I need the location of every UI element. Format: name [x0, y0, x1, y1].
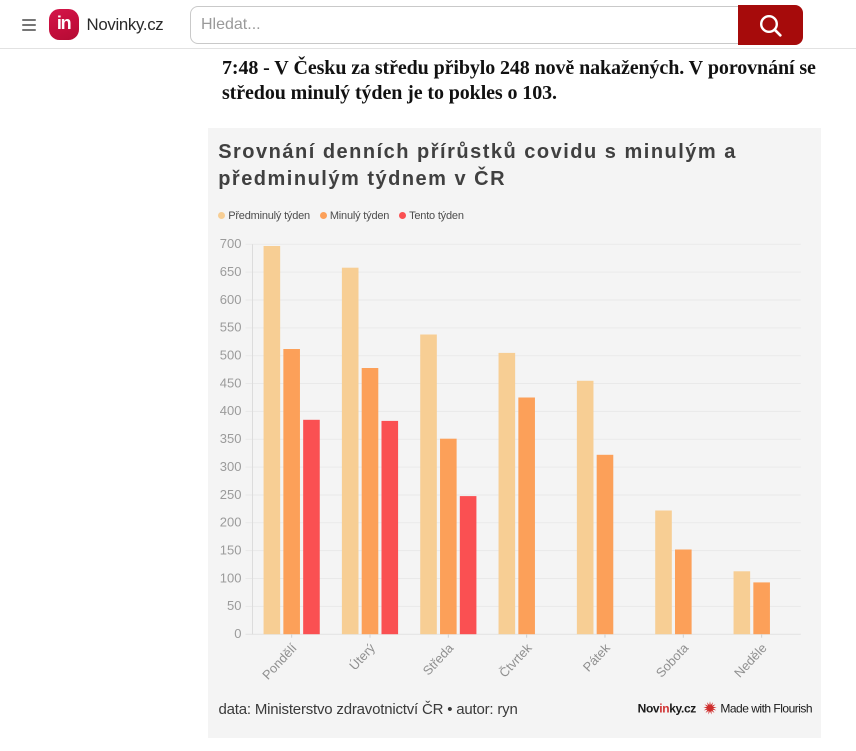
svg-text:Pondělí: Pondělí [259, 640, 300, 682]
svg-text:50: 50 [227, 598, 241, 613]
svg-text:600: 600 [220, 292, 242, 307]
svg-text:700: 700 [220, 236, 242, 251]
svg-text:0: 0 [234, 626, 241, 641]
svg-text:Středa: Středa [420, 640, 457, 678]
svg-text:500: 500 [220, 348, 242, 363]
svg-text:Pátek: Pátek [580, 640, 614, 675]
svg-text:450: 450 [220, 375, 242, 390]
svg-text:Čtvrtek: Čtvrtek [496, 640, 535, 680]
svg-text:350: 350 [220, 431, 242, 446]
svg-text:650: 650 [220, 264, 242, 279]
svg-text:150: 150 [220, 543, 242, 558]
svg-text:100: 100 [220, 570, 242, 585]
svg-text:300: 300 [220, 459, 242, 474]
svg-text:Neděle: Neděle [731, 640, 770, 680]
svg-text:550: 550 [220, 320, 242, 335]
svg-text:250: 250 [220, 487, 242, 502]
svg-text:Úterý: Úterý [346, 640, 378, 673]
svg-text:200: 200 [220, 515, 242, 530]
svg-text:Sobota: Sobota [653, 640, 692, 681]
svg-text:400: 400 [220, 403, 242, 418]
